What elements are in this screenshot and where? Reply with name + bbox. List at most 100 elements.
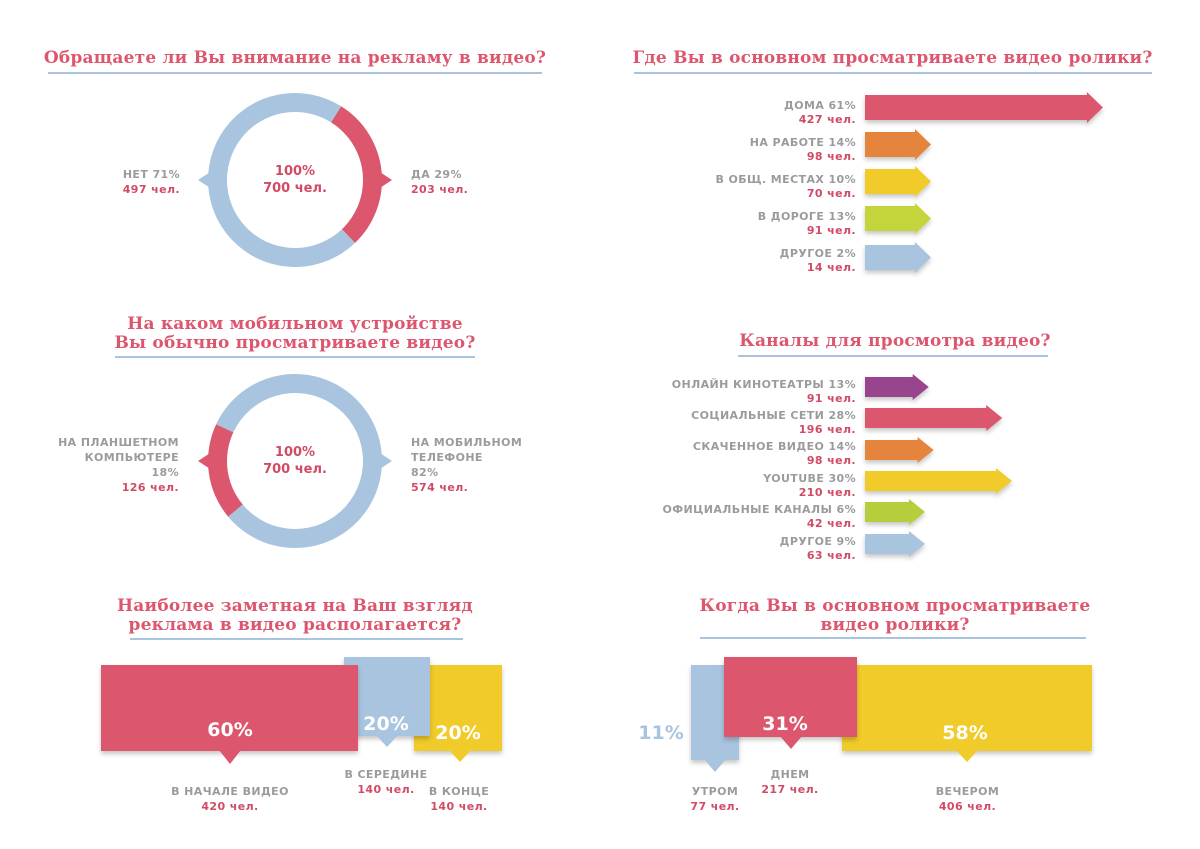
slice-label-phone: НА МОБИЛЬНОМ ТЕЛЕФОНЕ 82% 574 чел. <box>411 435 541 495</box>
bar-label-other: ДРУГОЕ 2% 14 чел. <box>640 247 856 275</box>
title-underline <box>130 638 463 640</box>
block-pct-middle: 20% <box>363 713 409 735</box>
block-pct-day: 31% <box>762 713 808 735</box>
segment-label-count: 140 чел. <box>430 800 488 813</box>
bar-label-count: 42 чел. <box>806 517 856 530</box>
bar-label-text: В ДОРОГЕ 13% <box>757 210 856 223</box>
slice-label-text: НА МОБИЛЬНОМ <box>411 436 523 449</box>
chart-title-device: На каком мобильном устройстве Вы обычно … <box>80 315 510 353</box>
slice-label-text: КОМПЬЮТЕРЕ <box>84 451 179 464</box>
segment-label-text: УТРОМ <box>691 785 739 798</box>
block-pct-evening: 58% <box>942 722 988 744</box>
donut-center-pct: 100% <box>274 164 316 179</box>
arrow-bar <box>865 242 931 273</box>
chart-title-line: Когда Вы в основном просматриваете <box>699 596 1091 616</box>
bar-label-road: В ДОРОГЕ 13% 91 чел. <box>640 210 856 238</box>
bar-label-text: СОЦИАЛЬНЫЕ СЕТИ 28% <box>691 409 856 422</box>
slice-label-text: ДА 29% <box>411 168 462 181</box>
bar-label-home: ДОМА 61% 427 чел. <box>640 99 856 127</box>
donut-chart-ad-attention <box>198 92 392 267</box>
donut-pointer <box>198 171 211 189</box>
donut-center-count: 700 чел. <box>263 181 327 196</box>
segment-label-count: 77 чел. <box>690 800 740 813</box>
title-underline <box>738 355 1048 357</box>
title-underline <box>48 72 542 74</box>
block-pointer <box>780 736 802 749</box>
block-segment <box>842 665 1092 751</box>
donut-pointer <box>379 452 392 470</box>
block-pct-end: 20% <box>435 722 481 744</box>
bar-label-public: В ОБЩ. МЕСТАХ 10% 70 чел. <box>640 173 856 201</box>
bar-label-text: В ОБЩ. МЕСТАХ 10% <box>715 173 856 186</box>
block-pointer <box>956 750 978 762</box>
donut-center-label: 100% 700 чел. <box>245 444 345 478</box>
segment-label-end: В КОНЦЕ 140 чел. <box>404 784 514 814</box>
segment-label-text: В КОНЦЕ <box>428 785 490 798</box>
chart-title-line: На каком мобильном устройстве <box>127 314 463 334</box>
segment-label-evening: ВЕЧЕРОМ 406 чел. <box>915 784 1020 814</box>
slice-label-text: НА ПЛАНШЕТНОМ <box>58 436 179 449</box>
slice-label-no: НЕТ 71% 497 чел. <box>90 167 180 197</box>
bar-label-youtube: YOUTUBE 30% 210 чел. <box>600 472 856 500</box>
arrow-bar <box>865 468 1012 494</box>
donut-slice <box>331 106 382 244</box>
block-pointer <box>449 750 471 762</box>
donut-pointer <box>198 452 211 470</box>
bar-label-work: НА РАБОТЕ 14% 98 чел. <box>640 136 856 164</box>
donut-slice <box>208 424 243 517</box>
donut-slice <box>207 92 355 267</box>
title-underline <box>115 356 475 358</box>
segment-label-count: 406 чел. <box>938 800 997 813</box>
bar-label-other-channels: ДРУГОЕ 9% 63 чел. <box>600 535 856 563</box>
chart-title-where-watch: Где Вы в основном просматриваете видео р… <box>632 48 1153 68</box>
arrow-bar <box>865 166 931 197</box>
bar-label-text: НА РАБОТЕ 14% <box>749 136 856 149</box>
bar-label-text: ОНЛАЙН КИНОТЕАТРЫ 13% <box>671 378 856 391</box>
chart-title-line: видео ролики? <box>820 615 970 635</box>
segment-label-start: В НАЧАЛЕ ВИДЕО 420 чел. <box>150 784 310 814</box>
segment-label-text: ВЕЧЕРОМ <box>935 785 1000 798</box>
slice-label-text: 18% <box>151 466 179 479</box>
arrow-bar <box>865 374 929 400</box>
bar-label-online-cinemas: ОНЛАЙН КИНОТЕАТРЫ 13% 91 чел. <box>600 378 856 406</box>
block-segment <box>101 665 358 751</box>
block-pointer <box>704 759 726 772</box>
donut-center-label: 100% 700 чел. <box>245 163 345 197</box>
bar-label-count: 98 чел. <box>806 150 856 163</box>
bar-label-social: СОЦИАЛЬНЫЕ СЕТИ 28% 196 чел. <box>600 409 856 437</box>
slice-label-count: 126 чел. <box>121 481 179 494</box>
segment-label-middle: В СЕРЕДИНЕ 140 чел. <box>326 767 446 797</box>
bar-label-text: ОФИЦИАЛЬНЫЕ КАНАЛЫ 6% <box>662 503 856 516</box>
slice-label-text: 82% <box>411 466 439 479</box>
block-pointer <box>219 750 241 764</box>
slice-label-text: ТЕЛЕФОНЕ <box>411 451 483 464</box>
donut-chart-device <box>198 374 392 548</box>
slice-label-tablet: НА ПЛАНШЕТНОМ КОМПЬЮТЕРЕ 18% 126 чел. <box>40 435 179 495</box>
arrow-bar <box>865 437 934 463</box>
arrow-bar <box>865 129 931 160</box>
segment-label-text: ДНЕМ <box>770 768 810 781</box>
donut-pointer <box>379 171 392 189</box>
segment-label-text: В СЕРЕДИНЕ <box>344 768 428 781</box>
chart-title-when-watch: Когда Вы в основном просматриваете видео… <box>660 597 1130 635</box>
arrow-bar <box>865 92 1103 123</box>
block-pct-start: 60% <box>207 719 253 741</box>
arrow-bar <box>865 499 925 525</box>
block-pct-morning: 11% <box>638 722 684 744</box>
chart-title-ad-attention: Обращаете ли Вы внимание на рекламу в ви… <box>43 48 547 68</box>
segment-label-day: ДНЕМ 217 чел. <box>740 767 840 797</box>
block-segment <box>724 657 857 737</box>
segment-label-morning: УТРОМ 77 чел. <box>665 784 765 814</box>
segment-label-count: 420 чел. <box>201 800 259 813</box>
bar-label-text: ДОМА 61% <box>784 99 856 112</box>
block-chart-when-watch <box>691 657 1092 772</box>
arrow-bars-where-watch <box>865 92 1103 273</box>
bar-label-count: 91 чел. <box>806 392 856 405</box>
bar-label-count: 63 чел. <box>806 549 856 562</box>
block-chart-ad-position <box>101 657 502 764</box>
slice-label-yes: ДА 29% 203 чел. <box>411 167 511 197</box>
slice-label-count: 574 чел. <box>411 481 469 494</box>
segment-label-text: В НАЧАЛЕ ВИДЕО <box>171 785 289 798</box>
chart-title-line: Наиболее заметная на Ваш взгляд <box>117 596 473 616</box>
